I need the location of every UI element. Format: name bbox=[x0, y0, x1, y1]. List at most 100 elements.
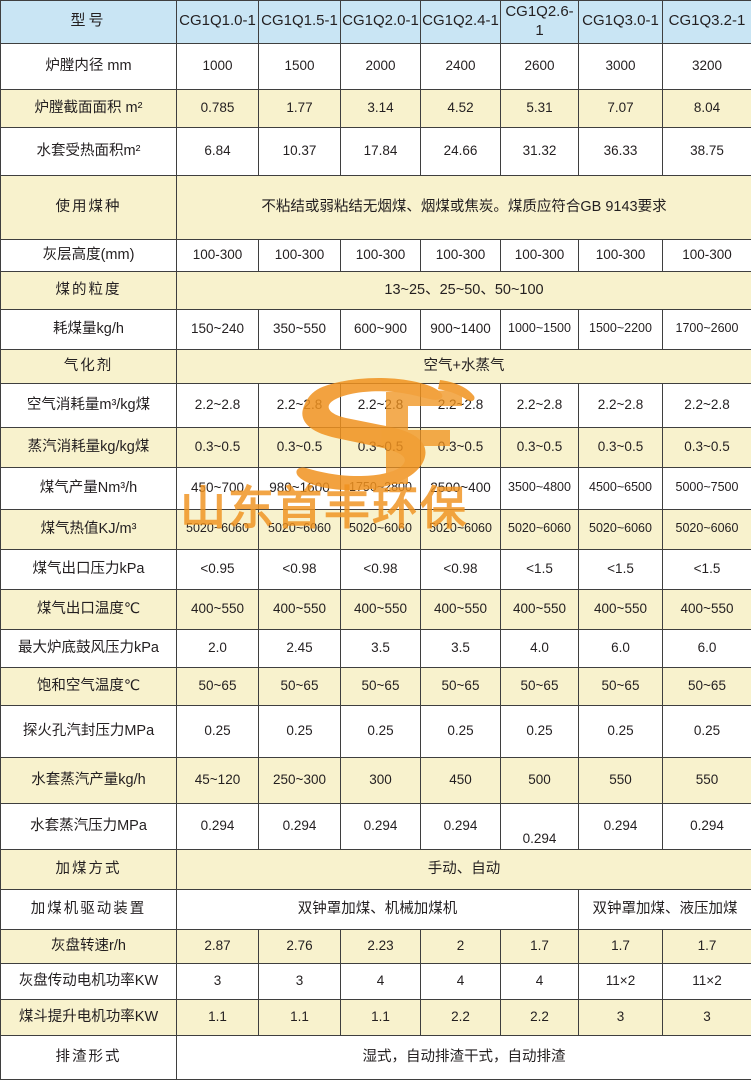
row-label: 煤气产量Nm³/h bbox=[1, 467, 177, 509]
cell-value: 1.1 bbox=[259, 999, 341, 1035]
cell-value: 3000 bbox=[579, 43, 663, 89]
cell-value: 0.25 bbox=[421, 705, 501, 757]
cell-value: 5020~6060 bbox=[501, 509, 579, 549]
header-model-5: CG1Q2.6-1 bbox=[501, 1, 579, 44]
cell-value: 50~65 bbox=[579, 667, 663, 705]
cell-value: 3.5 bbox=[421, 629, 501, 667]
row-label: 灰盘传动电机功率KW bbox=[1, 963, 177, 999]
cell-value: 0.25 bbox=[177, 705, 259, 757]
cell-value: 2.2~2.8 bbox=[421, 383, 501, 427]
cell-merged-right: 双钟罩加煤、液压加煤 bbox=[579, 889, 751, 929]
cell-value: <1.5 bbox=[501, 549, 579, 589]
cell-value: 1.77 bbox=[259, 89, 341, 127]
cell-value: 11×2 bbox=[579, 963, 663, 999]
cell-value: <0.98 bbox=[341, 549, 421, 589]
cell-value: 400~550 bbox=[421, 589, 501, 629]
cell-value: 2500~400 bbox=[421, 467, 501, 509]
cell-value: 150~240 bbox=[177, 309, 259, 349]
cell-value: 50~65 bbox=[663, 667, 751, 705]
cell-value: 2.2~2.8 bbox=[663, 383, 751, 427]
cell-value: 2.87 bbox=[177, 929, 259, 963]
cell-value: 0.294 bbox=[501, 803, 579, 849]
row-label: 炉膛截面面积 m² bbox=[1, 89, 177, 127]
cell-value: 6.0 bbox=[579, 629, 663, 667]
cell-value: 5020~6060 bbox=[421, 509, 501, 549]
cell-value: 350~550 bbox=[259, 309, 341, 349]
cell-value: 0.3~0.5 bbox=[341, 427, 421, 467]
row-label: 加煤机驱动装置 bbox=[1, 889, 177, 929]
cell-value: 600~900 bbox=[341, 309, 421, 349]
cell-value: 3500~4800 bbox=[501, 467, 579, 509]
cell-value: 3.14 bbox=[341, 89, 421, 127]
cell-value: 500 bbox=[501, 757, 579, 803]
cell-value: 5000~7500 bbox=[663, 467, 751, 509]
cell-value: 400~550 bbox=[259, 589, 341, 629]
cell-value: 11×2 bbox=[663, 963, 751, 999]
cell-value: 5020~6060 bbox=[177, 509, 259, 549]
cell-value: 2.23 bbox=[341, 929, 421, 963]
cell-value: 50~65 bbox=[177, 667, 259, 705]
row-label: 灰盘转速r/h bbox=[1, 929, 177, 963]
header-model-2: CG1Q1.5-1 bbox=[259, 1, 341, 44]
row-label: 煤气出口压力kPa bbox=[1, 549, 177, 589]
cell-value: 0.3~0.5 bbox=[663, 427, 751, 467]
table-header-row: 型号 CG1Q1.0-1 CG1Q1.5-1 CG1Q2.0-1 CG1Q2.4… bbox=[1, 1, 751, 44]
cell-value: 980~1600 bbox=[259, 467, 341, 509]
cell-value: 1700~2600 bbox=[663, 309, 751, 349]
cell-value: 400~550 bbox=[663, 589, 751, 629]
row-label: 煤气出口温度℃ bbox=[1, 589, 177, 629]
cell-value: 31.32 bbox=[501, 127, 579, 175]
cell-value: 550 bbox=[579, 757, 663, 803]
cell-merged-value: 空气+水蒸气 bbox=[177, 349, 751, 383]
cell-value: 3.5 bbox=[341, 629, 421, 667]
cell-value: 2600 bbox=[501, 43, 579, 89]
cell-value: 2400 bbox=[421, 43, 501, 89]
cell-value: 900~1400 bbox=[421, 309, 501, 349]
cell-value: 6.84 bbox=[177, 127, 259, 175]
cell-value: 100-300 bbox=[579, 239, 663, 271]
cell-value: 0.294 bbox=[663, 803, 751, 849]
cell-value: 0.785 bbox=[177, 89, 259, 127]
cell-value: 5.31 bbox=[501, 89, 579, 127]
cell-value: 1.7 bbox=[579, 929, 663, 963]
row-label: 蒸汽消耗量kg/kg煤 bbox=[1, 427, 177, 467]
cell-value: 2.2~2.8 bbox=[259, 383, 341, 427]
cell-value: 0.294 bbox=[341, 803, 421, 849]
cell-value: 3 bbox=[579, 999, 663, 1035]
cell-value: 4.0 bbox=[501, 629, 579, 667]
table-row: 加煤方式手动、自动 bbox=[1, 849, 751, 889]
cell-value: 0.3~0.5 bbox=[501, 427, 579, 467]
row-label: 气化剂 bbox=[1, 349, 177, 383]
cell-merged-left: 双钟罩加煤、机械加煤机 bbox=[177, 889, 579, 929]
cell-value: 0.294 bbox=[421, 803, 501, 849]
cell-value: 1.1 bbox=[177, 999, 259, 1035]
cell-value: 1500~2200 bbox=[579, 309, 663, 349]
header-model-label: 型号 bbox=[1, 1, 177, 44]
row-label: 排渣形式 bbox=[1, 1035, 177, 1079]
cell-merged-value: 手动、自动 bbox=[177, 849, 751, 889]
cell-value: 0.25 bbox=[341, 705, 421, 757]
cell-value: <1.5 bbox=[663, 549, 751, 589]
cell-value: 4 bbox=[341, 963, 421, 999]
cell-value: 45~120 bbox=[177, 757, 259, 803]
cell-value: 38.75 bbox=[663, 127, 751, 175]
cell-value: <1.5 bbox=[579, 549, 663, 589]
cell-value: 0.3~0.5 bbox=[421, 427, 501, 467]
header-model-3: CG1Q2.0-1 bbox=[341, 1, 421, 44]
dual-text-a: 湿式，自动排渣 bbox=[363, 1049, 465, 1065]
cell-value: 4 bbox=[421, 963, 501, 999]
cell-value: 4.52 bbox=[421, 89, 501, 127]
header-model-4: CG1Q2.4-1 bbox=[421, 1, 501, 44]
row-label: 煤的粒度 bbox=[1, 271, 177, 309]
cell-value: 10.37 bbox=[259, 127, 341, 175]
